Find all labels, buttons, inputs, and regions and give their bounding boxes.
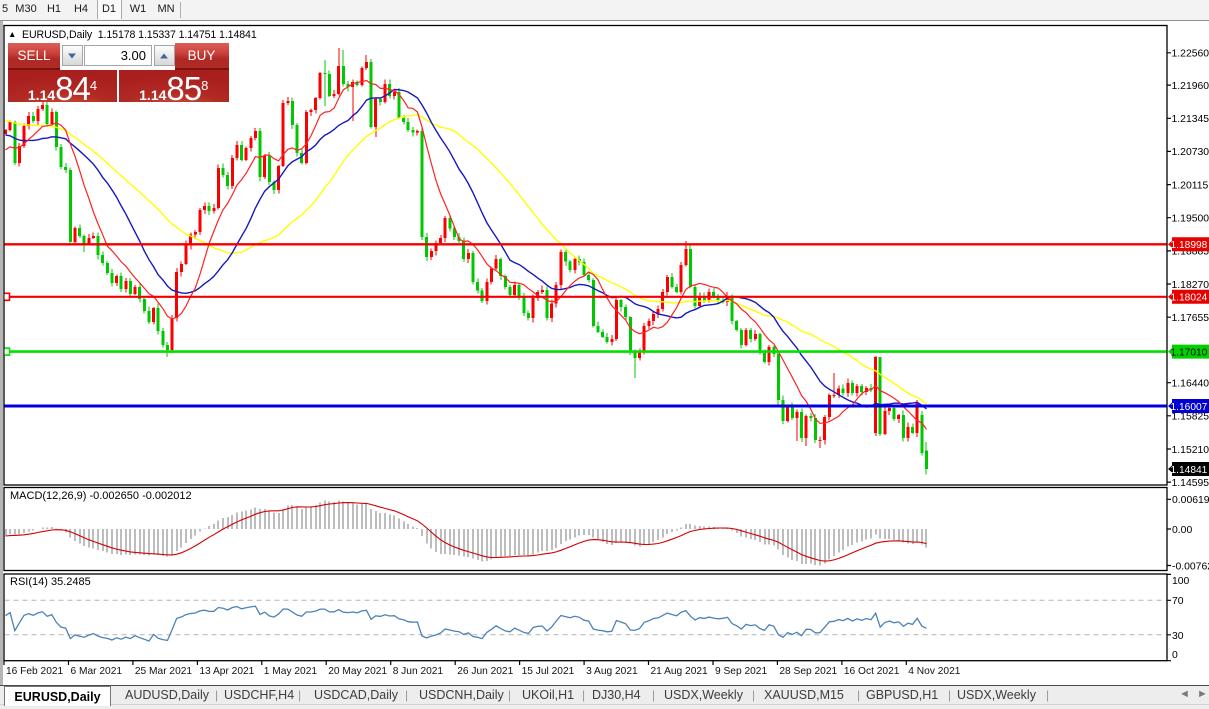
svg-text:1.18998: 1.18998 <box>1171 240 1208 251</box>
svg-text:1.14841: 1.14841 <box>1171 465 1208 476</box>
svg-text:15 Jul 2021: 15 Jul 2021 <box>522 666 575 677</box>
svg-text:0.00: 0.00 <box>1172 525 1192 536</box>
svg-text:0.006193: 0.006193 <box>1172 495 1209 506</box>
svg-text:6 Mar 2021: 6 Mar 2021 <box>71 666 123 677</box>
svg-text:1.15825: 1.15825 <box>1172 412 1209 423</box>
svg-text:1.16007: 1.16007 <box>1171 402 1208 413</box>
svg-text:20 May 2021: 20 May 2021 <box>328 666 387 677</box>
svg-text:1.15210: 1.15210 <box>1172 445 1209 456</box>
svg-text:1.21960: 1.21960 <box>1172 81 1209 92</box>
svg-text:16 Oct 2021: 16 Oct 2021 <box>844 666 900 677</box>
svg-text:16 Feb 2021: 16 Feb 2021 <box>6 666 64 677</box>
svg-text:9 Sep 2021: 9 Sep 2021 <box>715 666 767 677</box>
svg-text:3 Aug 2021: 3 Aug 2021 <box>586 666 638 677</box>
svg-text:1.17655: 1.17655 <box>1172 313 1209 324</box>
svg-text:28 Sep 2021: 28 Sep 2021 <box>779 666 837 677</box>
svg-text:1 May 2021: 1 May 2021 <box>264 666 318 677</box>
svg-text:8 Jun 2021: 8 Jun 2021 <box>393 666 444 677</box>
svg-text:1.20115: 1.20115 <box>1172 180 1209 191</box>
svg-text:-0.007621: -0.007621 <box>1172 562 1209 573</box>
svg-text:26 Jun 2021: 26 Jun 2021 <box>457 666 513 677</box>
svg-text:13 Apr 2021: 13 Apr 2021 <box>199 666 254 677</box>
svg-text:1.16440: 1.16440 <box>1172 379 1209 390</box>
svg-text:25 Mar 2021: 25 Mar 2021 <box>135 666 193 677</box>
svg-text:1.21345: 1.21345 <box>1172 114 1209 125</box>
svg-text:1.19500: 1.19500 <box>1172 214 1209 225</box>
svg-text:1.18024: 1.18024 <box>1171 293 1208 304</box>
svg-text:1.18885: 1.18885 <box>1172 247 1209 258</box>
svg-text:70: 70 <box>1172 596 1184 607</box>
svg-text:30: 30 <box>1172 631 1184 642</box>
svg-text:1.17010: 1.17010 <box>1171 347 1208 358</box>
svg-text:1.18270: 1.18270 <box>1172 280 1209 291</box>
svg-text:0: 0 <box>1172 650 1178 661</box>
svg-text:100: 100 <box>1172 576 1190 587</box>
svg-text:4 Nov 2021: 4 Nov 2021 <box>908 666 960 677</box>
svg-text:1.14595: 1.14595 <box>1172 478 1209 489</box>
svg-text:1.22560: 1.22560 <box>1172 49 1209 60</box>
svg-text:1.20730: 1.20730 <box>1172 147 1209 158</box>
svg-text:21 Aug 2021: 21 Aug 2021 <box>651 666 709 677</box>
